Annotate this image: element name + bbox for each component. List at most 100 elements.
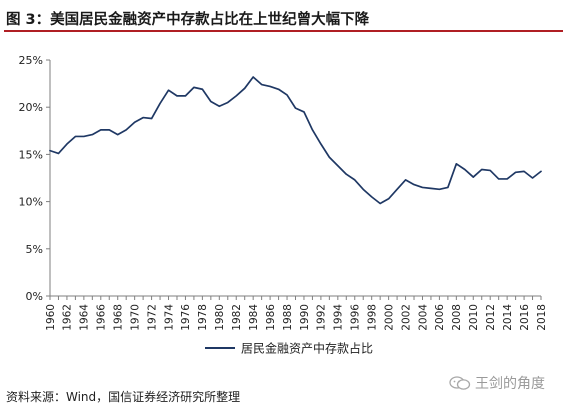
x-tick-label: 1962 <box>62 304 74 331</box>
y-tick-label: 15% <box>19 148 43 161</box>
y-tick-label: 10% <box>19 196 43 209</box>
data-point <box>337 165 339 167</box>
x-tick-label: 1988 <box>282 304 294 331</box>
data-point <box>269 85 271 87</box>
x-tick-label: 1986 <box>265 304 277 331</box>
data-point <box>523 170 525 172</box>
data-point <box>362 188 364 190</box>
data-point <box>66 143 68 145</box>
data-point <box>311 129 313 131</box>
data-point <box>320 143 322 145</box>
watermark: 王剑的角度 <box>449 373 545 393</box>
x-tick-label: 1994 <box>333 304 345 331</box>
x-tick-label: 1980 <box>214 304 226 331</box>
x-tick-label: 1998 <box>366 304 378 331</box>
data-point <box>531 177 533 179</box>
x-tick-label: 1984 <box>248 304 260 331</box>
data-point <box>159 102 161 104</box>
x-tick-label: 1966 <box>96 304 108 331</box>
y-tick-label: 5% <box>26 243 43 256</box>
data-point <box>176 95 178 97</box>
y-tick-label: 20% <box>19 101 43 114</box>
data-point <box>133 121 135 123</box>
x-tick-label: 2006 <box>434 304 446 331</box>
x-tick-label: 2000 <box>383 304 395 331</box>
data-point <box>447 186 449 188</box>
data-point <box>193 86 195 88</box>
data-point <box>57 152 59 154</box>
data-point <box>277 88 279 90</box>
title-bar: 图 3：美国居民金融资产中存款占比在上世纪曾大幅下降 <box>4 4 563 32</box>
data-point <box>235 95 237 97</box>
watermark-text: 王剑的角度 <box>475 376 545 392</box>
page-title: 图 3：美国居民金融资产中存款占比在上世纪曾大幅下降 <box>6 12 370 28</box>
x-tick-label: 1992 <box>316 304 328 331</box>
y-tick-label: 25% <box>19 54 43 67</box>
data-point <box>100 129 102 131</box>
source-note: 资料来源：Wind，国信证券经济研究所整理 <box>6 390 241 404</box>
data-point <box>481 168 483 170</box>
x-tick-label: 2016 <box>519 304 531 331</box>
data-point <box>506 178 508 180</box>
data-point <box>74 135 76 137</box>
data-point <box>167 89 169 91</box>
data-point <box>430 187 432 189</box>
data-point <box>328 156 330 158</box>
data-point <box>421 186 423 188</box>
data-point <box>49 149 51 151</box>
data-point <box>489 169 491 171</box>
data-point <box>83 135 85 137</box>
data-point <box>294 107 296 109</box>
wechat-icon <box>449 376 471 390</box>
line-chart: 0% 5% 10% 15% 20% 25% 1960 1962 1964 1966 1968 1970… <box>19 54 548 356</box>
data-point <box>497 178 499 180</box>
data-point <box>286 94 288 96</box>
series-line <box>49 76 542 205</box>
data-point <box>227 101 229 103</box>
data-point <box>514 171 516 173</box>
data-point <box>472 176 474 178</box>
data-point <box>91 133 93 135</box>
data-point <box>413 183 415 185</box>
data-point <box>404 179 406 181</box>
x-tick-label: 1964 <box>79 304 91 331</box>
x-tick-label: 1976 <box>180 304 192 331</box>
data-point <box>438 188 440 190</box>
data-point <box>464 168 466 170</box>
data-point <box>125 129 127 131</box>
x-tick-label: 2004 <box>417 304 429 331</box>
data-point <box>455 163 457 165</box>
data-point <box>303 111 305 113</box>
data-point <box>150 117 152 119</box>
x-tick-label: 1978 <box>197 304 209 331</box>
data-point <box>540 170 542 172</box>
x-tick-label: 2002 <box>400 304 412 331</box>
data-point <box>370 196 372 198</box>
data-point <box>379 202 381 204</box>
x-tick-label: 2014 <box>502 304 514 331</box>
x-tick-label: 2018 <box>536 304 548 331</box>
x-tick-label: 2012 <box>485 304 497 331</box>
x-tick-label: 1970 <box>129 304 141 331</box>
x-tick-label: 2008 <box>451 304 463 331</box>
data-point <box>117 133 119 135</box>
x-tick-label: 1968 <box>113 304 125 331</box>
x-tick-label: 1972 <box>146 304 158 331</box>
legend-label: 居民金融资产中存款占比 <box>241 341 373 356</box>
data-point <box>201 88 203 90</box>
x-tick-label: 2010 <box>468 304 480 331</box>
data-point <box>387 198 389 200</box>
data-point <box>210 100 212 102</box>
data-point <box>396 188 398 190</box>
data-point <box>108 129 110 131</box>
x-tick-label: 1982 <box>231 304 243 331</box>
data-point <box>345 173 347 175</box>
x-tick-label: 1974 <box>163 304 175 331</box>
data-point <box>244 87 246 89</box>
data-point <box>354 179 356 181</box>
data-point <box>184 95 186 97</box>
data-point <box>252 76 254 78</box>
data-point <box>260 83 262 85</box>
data-point <box>142 116 144 118</box>
data-point <box>218 105 220 107</box>
